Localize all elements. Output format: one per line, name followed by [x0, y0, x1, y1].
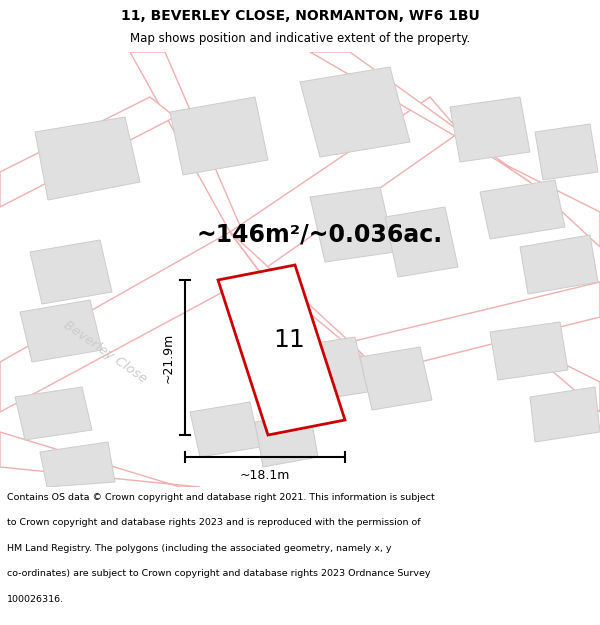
Text: Beverley Close: Beverley Close — [61, 318, 149, 386]
Polygon shape — [500, 162, 600, 247]
Text: 11: 11 — [274, 328, 305, 352]
Polygon shape — [385, 207, 458, 277]
Polygon shape — [170, 97, 268, 175]
Polygon shape — [20, 300, 102, 362]
Text: co-ordinates) are subject to Crown copyright and database rights 2023 Ordnance S: co-ordinates) are subject to Crown copyr… — [7, 569, 431, 578]
Polygon shape — [310, 187, 395, 262]
Polygon shape — [30, 240, 112, 304]
Text: Contains OS data © Crown copyright and database right 2021. This information is : Contains OS data © Crown copyright and d… — [7, 492, 435, 501]
Polygon shape — [40, 442, 115, 487]
Text: ~146m²/~0.036ac.: ~146m²/~0.036ac. — [197, 223, 443, 247]
Polygon shape — [218, 265, 345, 435]
Polygon shape — [450, 97, 530, 162]
Polygon shape — [230, 232, 380, 372]
Polygon shape — [480, 180, 565, 239]
Polygon shape — [0, 97, 175, 207]
Text: to Crown copyright and database rights 2023 and is reproduced with the permissio: to Crown copyright and database rights 2… — [7, 518, 421, 527]
Text: Map shows position and indicative extent of the property.: Map shows position and indicative extent… — [130, 32, 470, 45]
Polygon shape — [0, 432, 200, 487]
Text: HM Land Registry. The polygons (including the associated geometry, namely x, y: HM Land Registry. The polygons (includin… — [7, 544, 392, 552]
Polygon shape — [290, 337, 368, 402]
Polygon shape — [530, 387, 600, 442]
Text: ~21.9m: ~21.9m — [162, 332, 175, 382]
Polygon shape — [520, 235, 598, 294]
Polygon shape — [490, 322, 568, 380]
Polygon shape — [500, 332, 600, 412]
Polygon shape — [310, 52, 530, 182]
Polygon shape — [190, 402, 260, 457]
Polygon shape — [255, 412, 318, 467]
Polygon shape — [360, 347, 432, 410]
Text: 100026316.: 100026316. — [7, 594, 64, 604]
Polygon shape — [130, 52, 260, 272]
Polygon shape — [230, 97, 460, 272]
Polygon shape — [300, 67, 410, 157]
Polygon shape — [535, 124, 598, 180]
Polygon shape — [0, 232, 260, 412]
Polygon shape — [35, 117, 140, 200]
Text: 11, BEVERLEY CLOSE, NORMANTON, WF6 1BU: 11, BEVERLEY CLOSE, NORMANTON, WF6 1BU — [121, 9, 479, 23]
Text: ~18.1m: ~18.1m — [240, 469, 290, 482]
Polygon shape — [15, 387, 92, 440]
Polygon shape — [350, 282, 600, 372]
